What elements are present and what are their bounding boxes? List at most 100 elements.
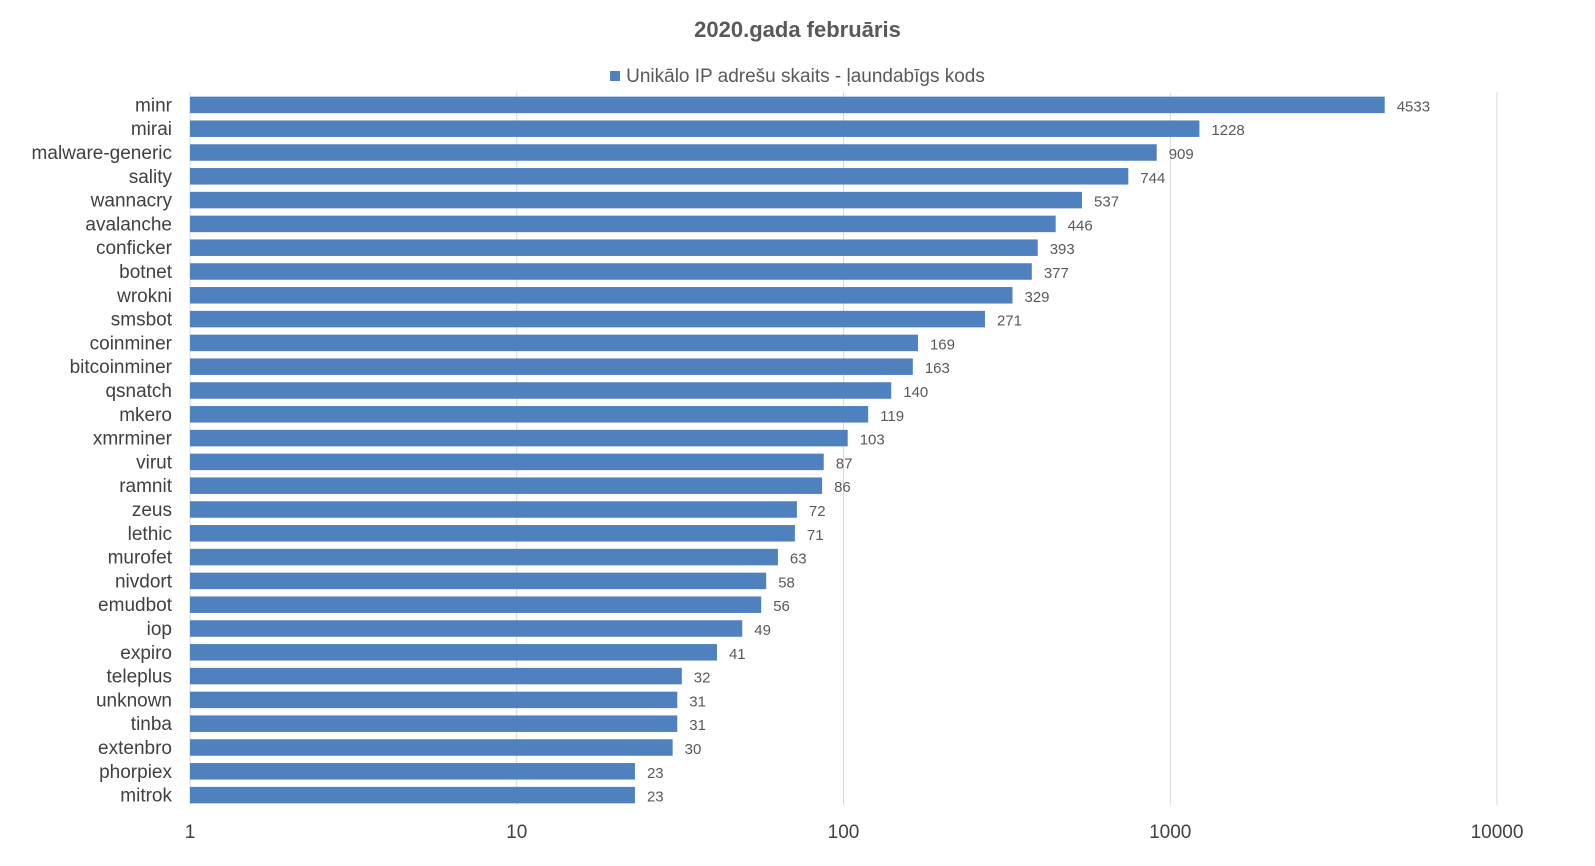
legend-swatch	[610, 71, 621, 81]
legend: Unikālo IP adrešu skaits - ļaundabīgs ko…	[0, 66, 1595, 88]
category-label: malware-generic	[32, 143, 172, 164]
bar	[190, 382, 892, 399]
bar	[190, 548, 778, 566]
data-label: 140	[903, 384, 928, 401]
bar	[190, 287, 1013, 304]
data-label: 446	[1068, 217, 1093, 234]
category-label: mkero	[119, 405, 172, 426]
data-label: 537	[1094, 194, 1119, 211]
chart-title: 2020.gada februāris	[694, 17, 901, 42]
data-label: 4533	[1397, 98, 1430, 115]
bar	[190, 715, 678, 732]
bar	[190, 620, 743, 637]
data-label: 909	[1169, 146, 1194, 163]
category-label: virut	[136, 452, 173, 473]
category-label: teleplus	[107, 667, 173, 688]
category-label: wannacry	[90, 191, 173, 212]
bar	[190, 691, 678, 709]
category-label: coinminer	[90, 333, 173, 354]
data-label: 87	[836, 455, 853, 472]
data-label: 56	[773, 598, 790, 615]
bar	[190, 501, 797, 518]
bar	[190, 191, 1083, 209]
data-label: 41	[729, 646, 746, 663]
bar	[190, 429, 848, 447]
data-label: 329	[1024, 289, 1049, 306]
bar	[190, 667, 682, 685]
category-label: nivdort	[115, 571, 173, 592]
bar	[190, 120, 1200, 137]
data-label: 1228	[1211, 122, 1244, 139]
bar	[190, 239, 1038, 256]
data-label: 31	[689, 693, 706, 710]
labels: 1 10 100 1000 10000 minr 4533 mirai 1228 malware-…	[32, 95, 1524, 843]
bar	[190, 477, 823, 494]
data-label: 71	[807, 527, 824, 544]
category-label: expiro	[120, 643, 172, 664]
data-label: 163	[925, 360, 950, 377]
category-label: mirai	[131, 119, 172, 140]
category-label: murofet	[108, 548, 173, 569]
category-label: minr	[135, 95, 173, 116]
data-label: 377	[1044, 265, 1069, 282]
category-label: extenbro	[98, 738, 172, 759]
bar	[190, 310, 985, 328]
data-label: 30	[685, 741, 702, 758]
data-label: 31	[689, 717, 706, 734]
category-label: botnet	[119, 262, 173, 283]
category-label: bitcoinminer	[70, 357, 173, 378]
x-tick-label: 1	[185, 822, 196, 843]
data-label: 23	[647, 789, 664, 806]
gridlines	[189, 92, 1498, 805]
category-label: conficker	[96, 238, 173, 259]
category-label: zeus	[132, 500, 172, 521]
bar	[190, 596, 762, 613]
data-label: 271	[997, 313, 1022, 330]
data-label: 119	[880, 408, 904, 425]
category-label: avalanche	[85, 214, 172, 235]
category-label: wrokni	[116, 286, 172, 307]
data-label: 32	[694, 670, 711, 687]
legend-label: Unikālo IP adrešu skaits - ļaundabīgs ko…	[626, 66, 985, 87]
bar	[190, 786, 635, 804]
category-label: sality	[129, 167, 173, 188]
x-tick-label: 100	[828, 822, 860, 843]
data-label: 72	[809, 503, 826, 520]
data-label: 169	[930, 336, 955, 353]
bar	[190, 144, 1157, 161]
category-label: lethic	[128, 524, 172, 545]
category-label: xmrminer	[93, 429, 173, 450]
bar	[190, 763, 635, 780]
bar	[190, 358, 913, 375]
bar	[190, 334, 918, 352]
category-label: qsnatch	[105, 381, 172, 402]
bar	[190, 263, 1032, 280]
category-label: ramnit	[119, 476, 173, 497]
bar	[190, 96, 1385, 114]
data-label: 393	[1050, 241, 1075, 258]
x-tick-label: 10000	[1471, 822, 1524, 843]
bar	[190, 453, 824, 471]
category-label: unknown	[96, 690, 172, 711]
bar	[190, 572, 767, 590]
bar	[190, 644, 717, 661]
bar	[190, 215, 1056, 233]
data-label: 49	[754, 622, 771, 639]
category-label: iop	[147, 619, 172, 640]
data-label: 63	[790, 551, 807, 568]
x-tick-label: 10	[506, 822, 527, 843]
category-label: smsbot	[111, 310, 173, 331]
bar	[190, 739, 673, 756]
bars	[190, 96, 1385, 804]
data-label: 23	[647, 765, 664, 782]
data-label: 744	[1140, 170, 1165, 187]
category-label: emudbot	[98, 595, 173, 616]
data-label: 86	[834, 479, 851, 496]
category-label: tinba	[131, 714, 173, 735]
category-label: mitrok	[120, 786, 172, 807]
bar	[190, 525, 795, 542]
data-label: 103	[860, 432, 885, 449]
bar	[190, 168, 1129, 185]
category-label: phorpiex	[99, 762, 172, 783]
